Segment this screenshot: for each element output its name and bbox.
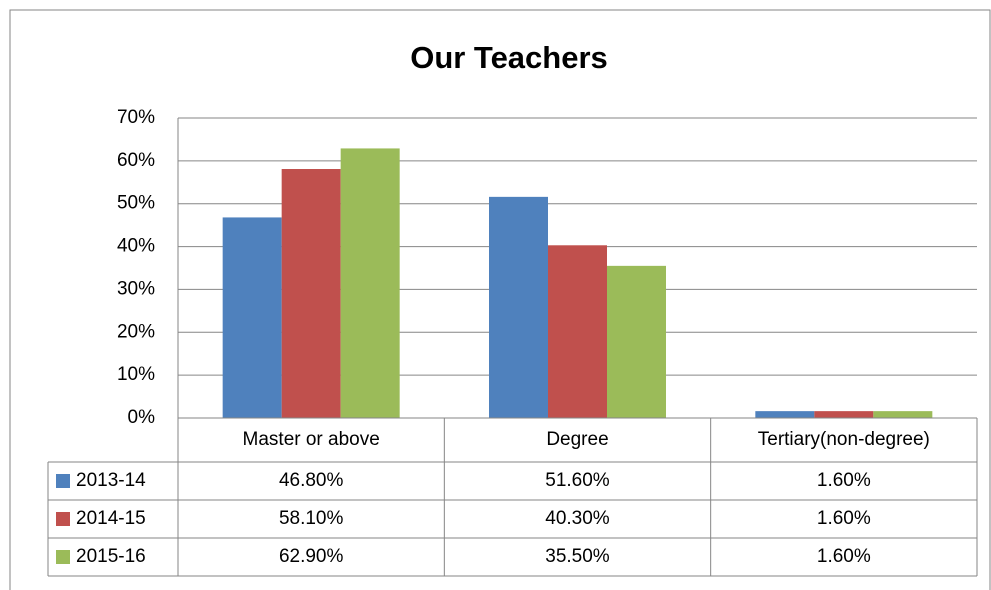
bar [222,217,282,418]
table-value: 35.50% [545,546,610,567]
bar [873,411,933,418]
legend-label: 2013-14 [76,470,146,491]
y-tick-label: 10% [117,364,155,385]
table-value: 51.60% [545,470,610,491]
y-tick-label: 40% [117,236,155,257]
y-tick-label: 20% [117,321,155,342]
y-tick-label: 60% [117,150,155,171]
x-tick-label: Master or above [243,429,380,450]
y-tick-label: 70% [117,107,155,128]
y-tick-label: 30% [117,278,155,299]
chart-title: Our Teachers [410,40,608,75]
table-value: 40.30% [545,508,610,529]
y-tick-label: 50% [117,193,155,214]
bar [281,169,341,418]
table-value: 1.60% [817,508,871,529]
legend-swatch [56,474,70,488]
table-value: 62.90% [279,546,344,567]
bar [755,411,815,418]
y-tick-label: 0% [128,407,156,428]
bar [814,411,874,418]
table-value: 46.80% [279,470,344,491]
legend-swatch [56,512,70,526]
table-value: 1.60% [817,546,871,567]
bar [607,265,666,418]
x-tick-label: Degree [546,429,608,450]
x-tick-label: Tertiary(non-degree) [758,429,930,450]
legend-label: 2014-15 [76,508,146,529]
bar [340,148,400,418]
bar [548,245,607,418]
bar [489,196,548,418]
legend-label: 2015-16 [76,546,146,567]
table-value: 1.60% [817,470,871,491]
table-value: 58.10% [279,508,344,529]
legend-swatch [56,550,70,564]
